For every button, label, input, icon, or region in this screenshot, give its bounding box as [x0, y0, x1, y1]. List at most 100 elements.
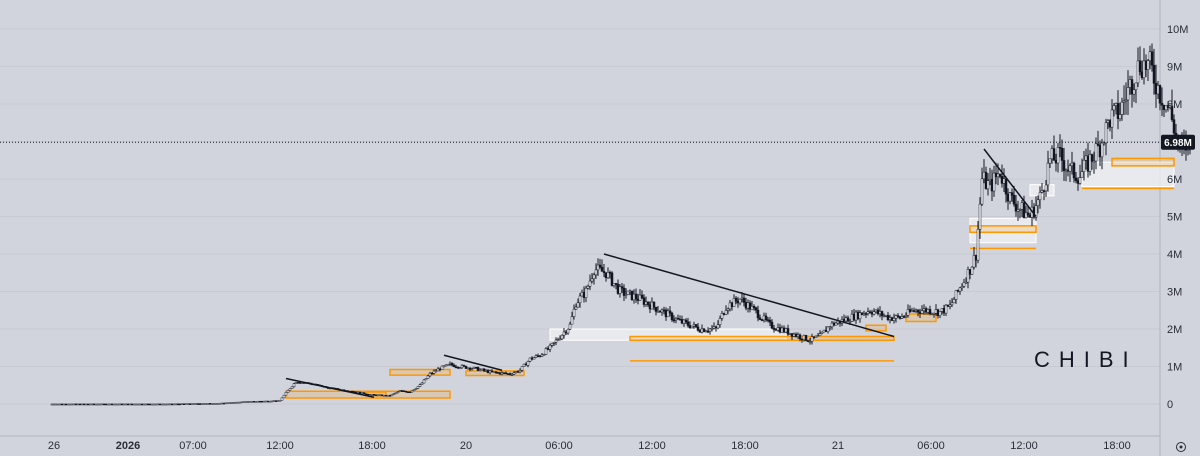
candle-down: [806, 340, 810, 342]
candle-up: [1132, 89, 1136, 95]
candle-up: [1094, 143, 1098, 162]
settings-icon[interactable]: [1176, 442, 1186, 452]
candle-down: [494, 371, 498, 374]
candle-down: [1054, 160, 1058, 164]
candle-down: [358, 391, 362, 394]
candle-up: [414, 388, 418, 390]
candle-up: [948, 304, 952, 307]
candle-down: [1090, 154, 1094, 162]
candle-up: [612, 283, 616, 286]
candle-up: [660, 309, 664, 313]
candle-down: [1098, 145, 1102, 158]
candle-up: [240, 401, 244, 404]
candle-up: [674, 318, 678, 321]
candle-up: [1126, 87, 1130, 101]
candle-up: [1050, 148, 1054, 160]
candle-up: [710, 328, 714, 330]
candle-down: [842, 319, 846, 322]
candle-down: [928, 309, 932, 314]
candle-up: [392, 393, 396, 395]
time-tick-label: 07:00: [179, 440, 207, 452]
candle-up: [116, 403, 120, 406]
candle-up: [190, 403, 194, 405]
candle-up: [576, 302, 580, 308]
candle-up: [470, 368, 474, 370]
candle-up: [1112, 105, 1116, 111]
candle-up: [848, 321, 852, 323]
candle-up: [1056, 147, 1060, 164]
candle-up: [966, 269, 970, 283]
price-tick-label: 3M: [1167, 287, 1182, 299]
candle-up: [534, 355, 538, 358]
candle-down: [730, 302, 734, 307]
candle-up: [200, 403, 204, 405]
candle-down: [126, 403, 130, 406]
candle-up: [50, 403, 54, 406]
candle-up: [828, 326, 832, 329]
candle-up: [644, 301, 648, 305]
candle-up: [888, 317, 892, 320]
candle-up: [226, 402, 230, 405]
candle-up: [792, 333, 796, 337]
candle-up: [818, 333, 822, 336]
candle-down: [430, 372, 434, 375]
candle-down: [860, 312, 864, 316]
candle-down: [170, 403, 174, 406]
candle-down: [742, 297, 746, 303]
candle-up: [282, 394, 286, 399]
candle-up: [122, 403, 126, 406]
candle-down: [672, 319, 676, 322]
candle-down: [222, 402, 226, 405]
candle-down: [600, 266, 604, 272]
candle-down: [610, 272, 614, 286]
candle-up: [1082, 160, 1086, 172]
candle-up: [826, 326, 830, 332]
candle-down: [714, 326, 718, 329]
time-tick-label: 18:00: [1103, 440, 1131, 452]
candle-up: [904, 315, 908, 317]
candle-up: [822, 329, 826, 333]
candle-up: [796, 334, 800, 337]
candle-down: [616, 283, 620, 294]
candle-up: [972, 255, 976, 268]
candle-up: [1088, 154, 1092, 172]
time-tick-label: 20: [460, 440, 472, 452]
candle-down: [582, 292, 586, 298]
candle-up: [442, 365, 446, 368]
candle-up: [592, 274, 596, 280]
candle-down: [984, 171, 988, 190]
candle-up: [214, 403, 218, 405]
candle-down: [1066, 169, 1070, 172]
candle-up: [682, 319, 686, 324]
candle-up: [500, 372, 504, 375]
candle-up: [556, 339, 560, 341]
trendline: [603, 253, 895, 338]
candle-down: [918, 311, 922, 314]
candle-down: [82, 403, 86, 406]
candle-up: [194, 403, 198, 405]
current-price-label: 6.98M: [1161, 134, 1195, 150]
candle-up: [628, 290, 632, 293]
candle-up: [272, 400, 276, 402]
candle-down: [374, 394, 378, 396]
candle-down: [936, 309, 940, 316]
candle-up: [72, 403, 76, 406]
candle-up: [284, 392, 288, 396]
candle-up: [386, 395, 390, 397]
candle-up: [1124, 99, 1128, 102]
candle-up: [416, 386, 420, 389]
candle-up: [844, 317, 848, 322]
candle-up: [718, 318, 722, 325]
candle-down: [120, 403, 124, 406]
candle-up: [236, 401, 240, 404]
candle-up: [420, 382, 424, 385]
candle-down: [598, 264, 602, 268]
candle-down: [64, 403, 68, 406]
candle-down: [956, 290, 960, 292]
candle-down: [876, 309, 880, 315]
time-axis[interactable]: 26 2026 07:00 12:00 18:00 20 06:00 12:00 18:00 21…: [48, 440, 1131, 452]
candle-up: [562, 331, 566, 336]
candle-up: [244, 401, 248, 403]
candle-down: [140, 403, 144, 406]
